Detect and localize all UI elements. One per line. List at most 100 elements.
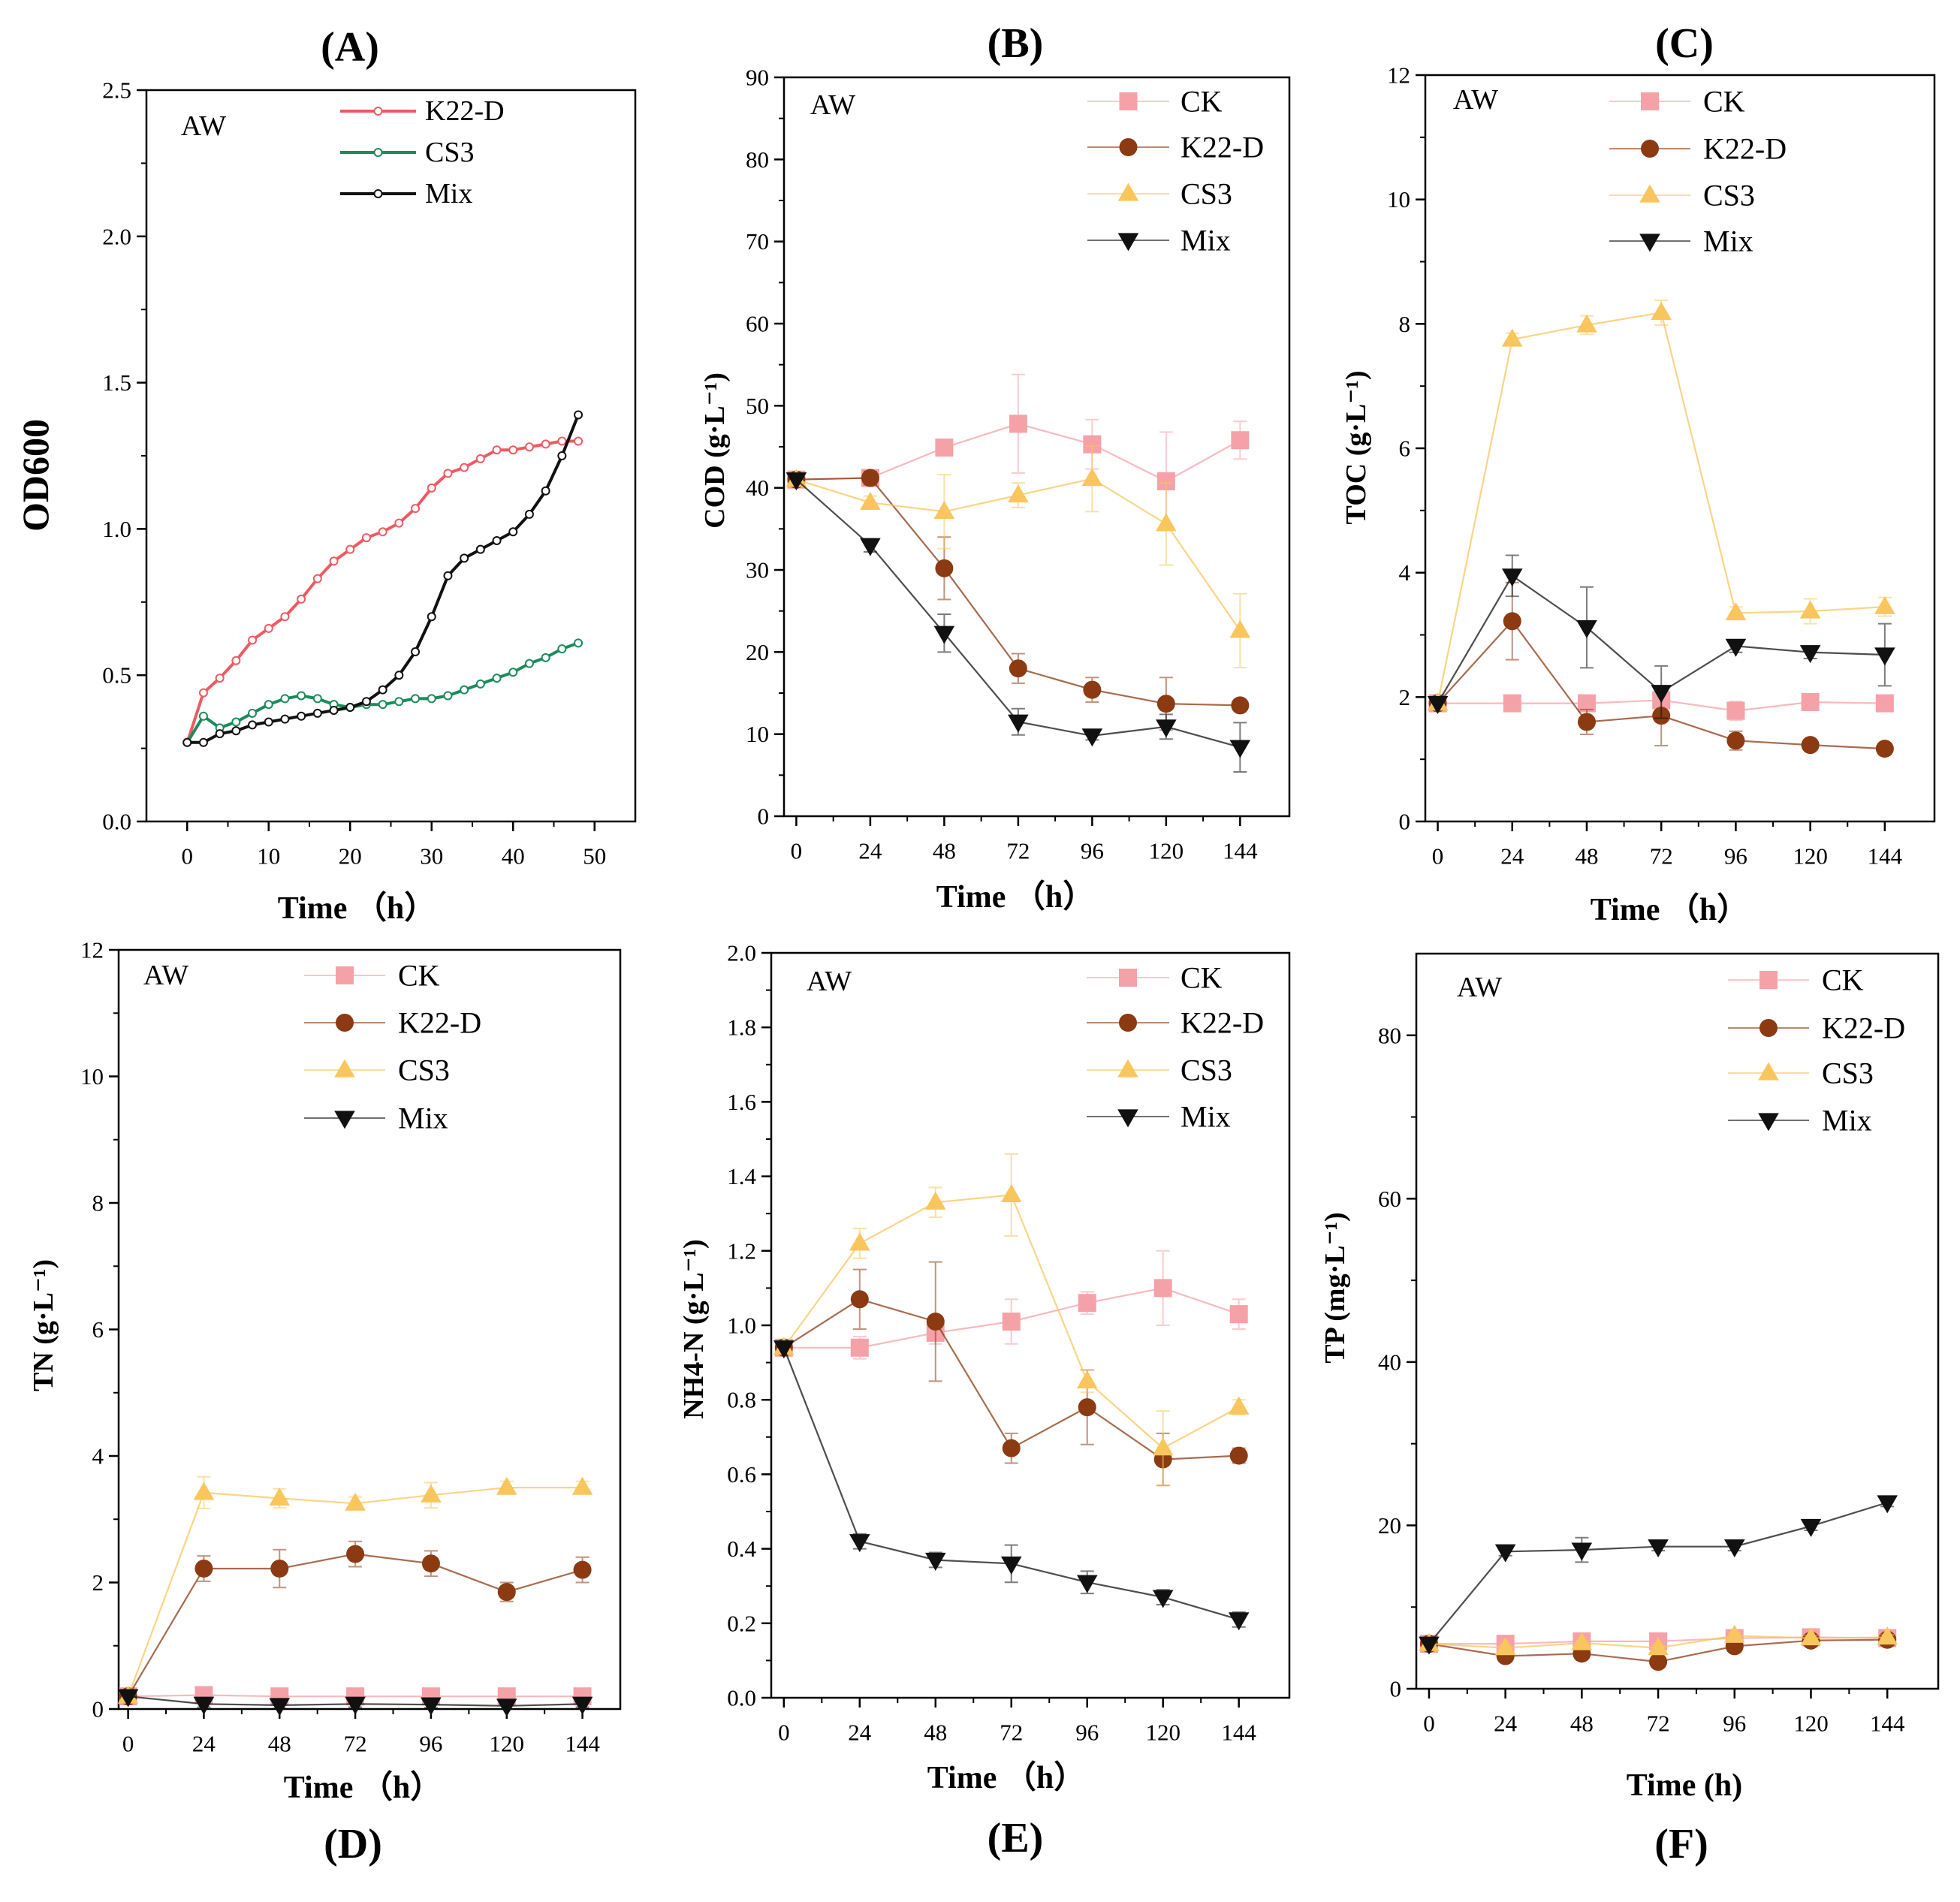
panel-b-cs3-point	[1156, 513, 1177, 532]
panel-e-ck-point	[850, 1338, 869, 1357]
panel-b-ytick-label: 10	[746, 721, 769, 747]
panel-f-annotation: AW	[1457, 972, 1502, 1003]
panel-d-ytick-label: 10	[80, 1063, 104, 1090]
panel-a-cs3-point	[524, 659, 534, 668]
panel-d-y-axis-label: TN (g·L⁻¹)	[28, 1259, 59, 1391]
panel-a-k22-d-point	[215, 674, 225, 683]
panel-a-cs3-point	[198, 711, 208, 721]
panel-d-ytick-label: 0	[92, 1696, 104, 1723]
panel-b-mix-point	[1229, 740, 1251, 758]
panel-f-legend-mix-marker	[1758, 1113, 1779, 1132]
panel-c-mix-point	[1874, 647, 1895, 666]
panel-a-cs3-point	[378, 700, 387, 710]
panel-f-ytick-label: 80	[1378, 1022, 1401, 1048]
panel-d-ytick-label: 2	[92, 1569, 104, 1596]
panel-d-ytick-label: 12	[80, 937, 104, 963]
panel-a-k22-d-point	[345, 544, 355, 554]
panel-e-k22-d-point	[926, 1313, 945, 1331]
panel-f-x-axis-label: Time (h)	[1627, 1768, 1742, 1803]
panel-c-ytick-label: 6	[1399, 436, 1411, 462]
panel-d-k22-d-point	[346, 1545, 365, 1563]
panel-d-annotation: AW	[143, 960, 188, 991]
panel-f-ytick-label: 60	[1378, 1186, 1401, 1212]
panel-f-legend-cs3-marker	[1758, 1062, 1779, 1081]
panel-a-annotation: AW	[181, 110, 226, 142]
panel-b-annotation: AW	[810, 89, 855, 121]
panel-a-legend-cs3-marker	[373, 148, 383, 157]
panel-e-ytick-label: 2.0	[727, 940, 756, 966]
panel-e-cs3-point	[1076, 1370, 1098, 1388]
panel-f-legend-mix-label: Mix	[1822, 1104, 1872, 1138]
panel-d-mix-point	[496, 1699, 517, 1717]
panel-a-mix-point	[574, 410, 583, 420]
panel-a-mix-point	[460, 553, 469, 563]
panel-e-cs3-point	[849, 1232, 870, 1251]
panel-b-legend-cs3-label: CS3	[1181, 177, 1232, 211]
panel-a-cs3-point	[475, 679, 485, 689]
panel-b-xtick-label: 120	[1149, 838, 1184, 864]
panel-d-mix-point	[421, 1697, 442, 1716]
panel-a-mix-point	[297, 711, 306, 721]
panel-d-xtick-label: 120	[490, 1731, 525, 1757]
panel-b-k22-d-point	[861, 469, 879, 487]
panel-a-cs3-point	[557, 644, 567, 654]
panel-d-legend-ck-label: CK	[398, 959, 440, 993]
panel-b-ytick-label: 20	[746, 639, 769, 665]
panel-b-ytick-label: 60	[746, 311, 769, 337]
panel-c-k22-d-point	[1801, 736, 1820, 755]
panel-b-legend-mix-marker	[1117, 233, 1139, 252]
panel-c-k22-d-point	[1577, 713, 1596, 731]
panel-d-mix-point	[117, 1689, 139, 1708]
panel-c-mix-point	[1576, 619, 1597, 638]
panel-a-legend-mix-marker	[373, 189, 383, 198]
panel-a-mix-point	[215, 729, 225, 739]
panel-f-cs3-point	[1571, 1632, 1593, 1650]
panel-e-mix-point	[924, 1552, 946, 1571]
panel-b-k22-d-point	[935, 559, 954, 577]
panel-c-legend-ck-label: CK	[1703, 85, 1745, 119]
panel-b-mix-point	[1156, 719, 1177, 738]
panel-a-xtick-label: 40	[502, 843, 525, 870]
panel-a-mix-point	[475, 544, 485, 554]
panel-c-ytick-label: 4	[1399, 559, 1411, 586]
panel-c-legend-cs3-label: CS3	[1703, 179, 1755, 213]
panel-c-legend-k22-d-marker	[1641, 140, 1659, 158]
panel-c-k22-d-point	[1503, 612, 1521, 631]
panel-b: 0 10 20 30 40 50 60 70 80 90 0 24 48 72 96 120 144 CK K22-…	[699, 20, 1291, 915]
panel-e-legend-k22-d-marker	[1119, 1014, 1137, 1032]
panel-c-ck-point	[1726, 701, 1745, 720]
panel-c-ytick-label: 10	[1387, 186, 1410, 213]
panel-b-ytick-label: 80	[746, 146, 769, 173]
panel-c-ytick-label: 2	[1399, 684, 1411, 710]
panel-e-xtick-label: 72	[1000, 1720, 1023, 1746]
panel-e-ytick-label: 1.6	[727, 1089, 756, 1115]
panel-f-mix-point	[1648, 1539, 1669, 1558]
panel-e-legend-cs3-marker	[1117, 1059, 1138, 1078]
panel-f-cs3-point	[1723, 1624, 1745, 1643]
panel-c-ck-point	[1801, 692, 1820, 711]
panel-a-k22-d-point	[361, 533, 371, 543]
panel-b-ytick-label: 90	[746, 65, 769, 91]
panel-c-legend-mix-marker	[1639, 234, 1660, 252]
panel-a-mix-point	[231, 726, 241, 736]
panel-a-k22-d-point	[297, 594, 306, 604]
panel-e-mix-point	[1076, 1575, 1098, 1593]
panel-a-k22-d-point	[248, 635, 258, 645]
panel-b-cs3-point	[1008, 484, 1029, 503]
panel-a-y-axis-label: OD600	[14, 419, 56, 532]
panel-a-ytick-label: 2.0	[102, 223, 131, 249]
panel-a-ytick-label: 2.5	[102, 77, 131, 104]
panel-a-mix-point	[198, 737, 208, 747]
panel-e-ytick-label: 0.0	[727, 1685, 756, 1711]
panel-d-mix-point	[571, 1696, 593, 1715]
panel-a-cs3-point	[297, 691, 306, 701]
panel-d-xtick-label: 96	[419, 1731, 442, 1757]
panel-d-mix-point	[345, 1696, 366, 1715]
panel-b-cs3-point	[860, 491, 881, 510]
panel-c-xtick-label: 24	[1500, 843, 1524, 870]
panel-e-ck-point	[1078, 1294, 1096, 1313]
panel-c-k22-d-point	[1726, 731, 1745, 750]
panel-a-mix-point	[280, 714, 290, 724]
panel-e-xtick-label: 0	[778, 1720, 790, 1746]
